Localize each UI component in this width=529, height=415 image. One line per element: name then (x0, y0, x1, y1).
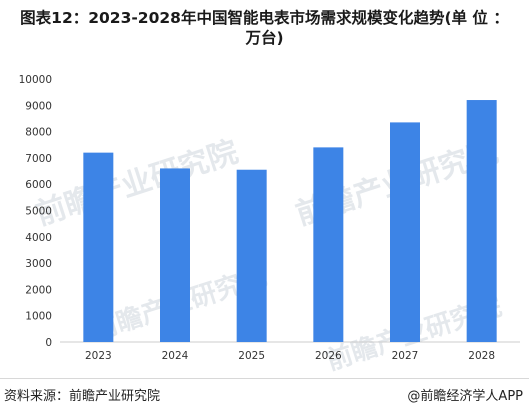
bar-2024 (160, 168, 190, 342)
footer-divider (0, 378, 529, 379)
y-tick-label: 7000 (25, 153, 52, 165)
y-tick-label: 4000 (25, 232, 52, 244)
chart-title: 图表12：2023-2028年中国智能电表市场需求规模变化趋势(单 位 ： 万台… (0, 8, 529, 48)
y-tick-label: 1000 (25, 311, 52, 323)
y-tick-label: 5000 (25, 206, 52, 218)
y-tick-label: 10000 (19, 74, 52, 86)
bar-2025 (236, 169, 267, 342)
bar-2023 (83, 152, 114, 342)
x-tick-label: 2026 (315, 350, 342, 362)
bar-2026 (313, 147, 344, 342)
source-note: 资料来源：前瞻产业研究院 (4, 389, 161, 404)
bar-2028 (466, 100, 497, 342)
watermark-text: 前瞻产业研究院 (32, 134, 243, 232)
x-tick-label: 2023 (85, 350, 112, 362)
bar-2027 (390, 122, 420, 343)
brand-credit: @前瞻经济学人APP (407, 389, 523, 404)
x-tick-label: 2024 (162, 350, 189, 362)
y-tick-label: 9000 (25, 100, 52, 112)
y-tick-label: 8000 (25, 127, 52, 139)
x-tick-label: 2027 (392, 350, 419, 362)
x-tick-label: 2028 (468, 350, 495, 362)
y-tick-label: 0 (45, 337, 52, 349)
y-tick-label: 6000 (25, 179, 52, 191)
chart-title-line1: 图表12：2023-2028年中国智能电表市场需求规模变化趋势(单 位 ： (20, 9, 509, 27)
y-tick-label: 3000 (25, 258, 52, 270)
chart-title-line2: 万台) (245, 29, 284, 47)
y-tick-label: 2000 (25, 284, 52, 296)
x-tick-label: 2025 (238, 350, 265, 362)
